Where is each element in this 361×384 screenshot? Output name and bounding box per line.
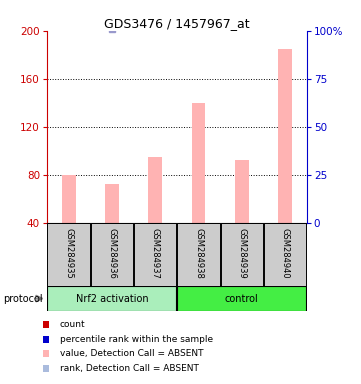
Bar bbox=[62, 175, 75, 223]
Bar bbox=[264, 223, 306, 286]
Bar bbox=[47, 223, 90, 286]
Bar bbox=[278, 49, 292, 223]
Bar bbox=[134, 223, 177, 286]
Text: rank, Detection Call = ABSENT: rank, Detection Call = ABSENT bbox=[60, 364, 199, 373]
Text: GSM284938: GSM284938 bbox=[194, 228, 203, 278]
Bar bbox=[221, 223, 263, 286]
Text: Nrf2 activation: Nrf2 activation bbox=[75, 293, 148, 304]
Title: GDS3476 / 1457967_at: GDS3476 / 1457967_at bbox=[104, 17, 250, 30]
Text: percentile rank within the sample: percentile rank within the sample bbox=[60, 334, 213, 344]
Bar bbox=[192, 103, 205, 223]
Text: GSM284937: GSM284937 bbox=[151, 228, 160, 278]
Bar bbox=[105, 184, 119, 223]
Text: GSM284936: GSM284936 bbox=[108, 228, 116, 278]
Text: value, Detection Call = ABSENT: value, Detection Call = ABSENT bbox=[60, 349, 203, 358]
Bar bbox=[91, 223, 133, 286]
Text: GSM284939: GSM284939 bbox=[238, 228, 246, 278]
Text: protocol: protocol bbox=[4, 294, 43, 304]
Text: control: control bbox=[225, 293, 259, 304]
Bar bbox=[148, 157, 162, 223]
Bar bbox=[177, 286, 306, 311]
Bar bbox=[235, 161, 249, 223]
Text: GSM284935: GSM284935 bbox=[64, 228, 73, 278]
Text: GSM284940: GSM284940 bbox=[281, 228, 290, 278]
Bar bbox=[47, 286, 177, 311]
Text: count: count bbox=[60, 320, 85, 329]
Bar bbox=[177, 223, 220, 286]
